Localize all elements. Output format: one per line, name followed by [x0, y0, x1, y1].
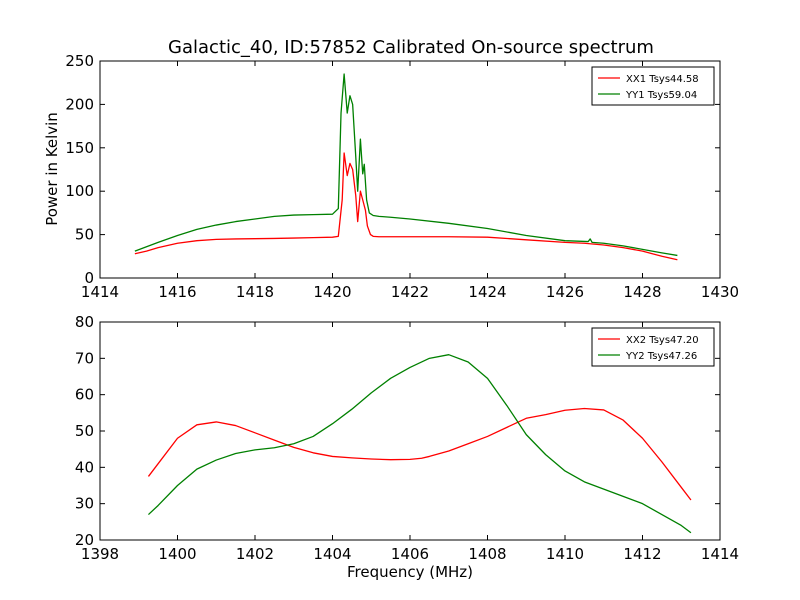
y-tick-label: 100 [65, 182, 94, 200]
x-tick-label: 1412 [623, 545, 661, 563]
x-tick-label: 1404 [313, 545, 351, 563]
legend-box [591, 327, 715, 367]
series-line-1-2 [134, 73, 678, 257]
y-tick-label: 80 [75, 313, 94, 331]
y-tick-label: 70 [75, 349, 94, 367]
x-tick-label: 1402 [236, 545, 274, 563]
x-tick-label: 1414 [81, 283, 119, 301]
y-tick-label: 200 [65, 95, 94, 113]
y-tick-label: 20 [75, 531, 94, 549]
y-tick-label: 60 [75, 386, 94, 404]
series-line-2-2 [147, 354, 692, 534]
series-line-1-1 [134, 152, 678, 261]
legend-label: XX2 Tsys47.20 [626, 335, 699, 346]
y-tick-label: 250 [65, 52, 94, 70]
x-axis-label: Frequency (MHz) [347, 563, 473, 581]
plot-layer: 1414 1416 1418 1420 1422 1424 1426 1428 14300501… [65, 52, 739, 563]
x-tick-label: 1410 [546, 545, 584, 563]
legend: XX1 Tsys44.58 YY1 Tsys59.04 [591, 66, 715, 106]
x-tick-label: 1418 [236, 283, 274, 301]
x-tick-label: 1430 [701, 283, 739, 301]
legend-label: YY2 Tsys47.26 [625, 351, 697, 362]
x-tick-label: 1406 [391, 545, 429, 563]
chart-1: 1414 1416 1418 1420 1422 1424 1426 1428 1430 0 50 1… [65, 52, 739, 301]
x-tick-label: 1398 [81, 545, 119, 563]
y-tick-label: 30 [75, 495, 94, 513]
x-tick-label: 1428 [623, 283, 661, 301]
x-tick-label: 1424 [468, 283, 506, 301]
x-tick-label: 1422 [391, 283, 429, 301]
x-tick-label: 1400 [158, 545, 196, 563]
x-tick-label: 1420 [313, 283, 351, 301]
y-tick-label: 40 [75, 458, 94, 476]
x-tick-label: 1426 [546, 283, 584, 301]
y-tick-label: 0 [84, 269, 94, 287]
x-tick-label: 1416 [158, 283, 196, 301]
x-tick-label: 1414 [701, 545, 739, 563]
figure-title: Galactic_40, ID:57852 Calibrated On-sour… [168, 37, 654, 58]
y-tick-label: 150 [65, 139, 94, 157]
series-line-2-1 [147, 407, 692, 501]
y-axis-label: Power in Kelvin [43, 112, 61, 226]
y-tick-label: 50 [75, 226, 94, 244]
chart-2: 1398 1400 1402 1404 1406 1408 1410 1412 1414 20 30… [75, 313, 739, 563]
legend-box [591, 66, 715, 106]
legend-label: XX1 Tsys44.58 [626, 74, 699, 85]
legend-label: YY1 Tsys59.04 [625, 90, 697, 101]
x-tick-label: 1408 [468, 545, 506, 563]
y-tick-label: 50 [75, 422, 94, 440]
legend: XX2 Tsys47.20 YY2 Tsys47.26 [591, 327, 715, 367]
